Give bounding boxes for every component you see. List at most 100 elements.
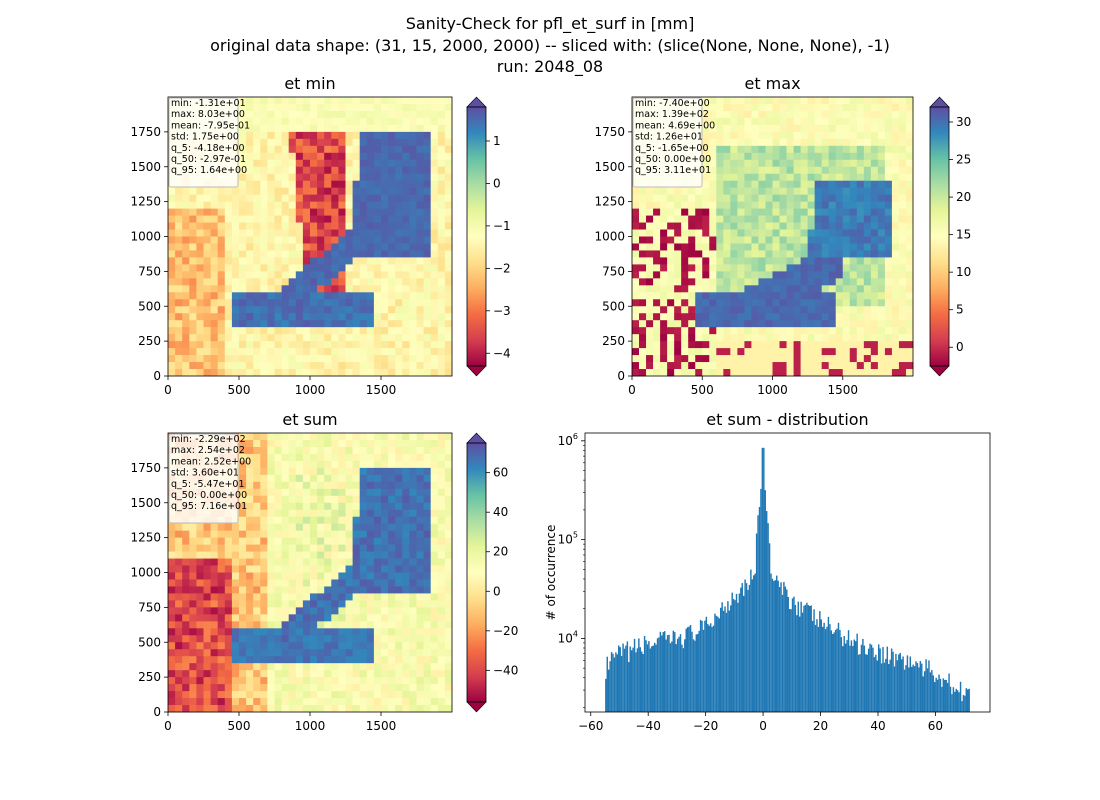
heatmap-cell [267,516,275,525]
heatmap-cell [210,607,219,615]
heatmap-cell [430,670,439,678]
heatmap-cell [723,320,731,328]
heatmap-cell [359,677,368,685]
heatmap-cell [210,306,219,314]
heatmap-cell [217,369,226,377]
heatmap-cell [203,201,211,210]
heatmap-cell [288,467,297,476]
heatmap-cell [437,649,446,657]
heatmap-cell [751,215,759,223]
heatmap-cell [835,348,844,356]
heatmap-cell [359,159,368,168]
heatmap-cell [444,579,453,587]
heatmap-cell [260,131,268,140]
heatmap-cell [345,495,353,504]
heatmap-cell [437,180,446,189]
heatmap-cell [338,271,346,279]
heatmap-cell [352,103,361,112]
heatmap-cell [905,362,914,370]
y-tick-label: 1000 [130,230,161,244]
heatmap-cell [260,306,268,314]
heatmap-cell [366,551,375,559]
heatmap-cell [409,607,417,615]
heatmap-cell [253,264,261,272]
heatmap-cell [210,292,219,300]
heatmap-cell [793,145,802,154]
heatmap-cell [814,299,823,307]
heatmap-cell [366,278,375,286]
heatmap-cell [409,593,417,601]
heatmap-cell [239,131,247,140]
heatmap-cell [772,369,780,377]
heatmap-cell [423,558,432,566]
heatmap-cell [849,201,858,210]
heatmap-cell [828,194,837,203]
heatmap-cell [366,327,375,335]
heatmap-cell [182,544,190,552]
stats-line: q_50: -2.97e-01 [171,154,246,165]
heatmap-cell [274,299,282,307]
heatmap-cell [416,138,424,147]
heatmap-cell [744,159,752,168]
heatmap-cell [310,292,318,300]
heatmap-cell [800,124,809,133]
heatmap-cell [751,369,759,377]
heatmap-cell [196,691,204,699]
heatmap-cell [695,229,703,237]
heatmap-cell [338,565,346,573]
heatmap-cell [709,292,717,300]
heatmap-cell [352,488,361,497]
heatmap-cell [324,159,332,168]
heatmap-cell [723,299,731,307]
heatmap-cell [842,138,851,147]
heatmap-cell [835,355,844,363]
heatmap-cell [388,614,396,622]
heatmap-cell [730,243,738,251]
heatmap-cell [402,138,410,147]
heatmap-cell [793,278,802,286]
heatmap-cell [835,97,844,105]
heatmap-cell [646,257,654,265]
heatmap-cell [667,236,675,244]
heatmap-cell [338,628,346,636]
heatmap-cell [416,544,424,552]
heatmap-cell [402,446,410,455]
heatmap-cell [345,481,353,490]
heatmap-cell [437,278,446,286]
heatmap-cell [388,215,396,223]
heatmap-cell [359,600,368,608]
heatmap-cell [842,341,851,349]
heatmap-cell [737,215,745,223]
heatmap-cell [423,446,432,455]
heatmap-cell [345,607,353,615]
heatmap-cell [779,152,787,161]
heatmap-cell [423,481,432,490]
heatmap-cell [324,173,332,182]
heatmap-cell [402,103,410,112]
heatmap-cell [274,208,282,216]
heatmap-cell [274,159,282,168]
heatmap-cell [317,453,325,462]
heatmap-cell [310,453,318,462]
heatmap-cell [416,551,424,559]
heatmap-cell [345,243,353,251]
heatmap-cell [835,278,844,286]
heatmap-cell [253,446,261,455]
heatmap-cell [231,593,240,601]
heatmap-cell [688,208,696,216]
heatmap-cell [863,166,872,175]
heatmap-cell [430,460,439,469]
heatmap-cell [674,299,682,307]
heatmap-cell [786,264,794,272]
heatmap-cell [786,257,794,265]
heatmap-cell [388,628,396,636]
heatmap-cell [288,607,297,615]
heatmap-cell [381,257,389,265]
heatmap-cell [224,586,233,594]
heatmap-cell [646,271,654,279]
heatmap-cell [409,124,417,133]
heatmap-cell [302,292,311,300]
heatmap-cell [168,705,176,713]
heatmap-cell [239,110,247,119]
heatmap-cell [437,663,446,671]
